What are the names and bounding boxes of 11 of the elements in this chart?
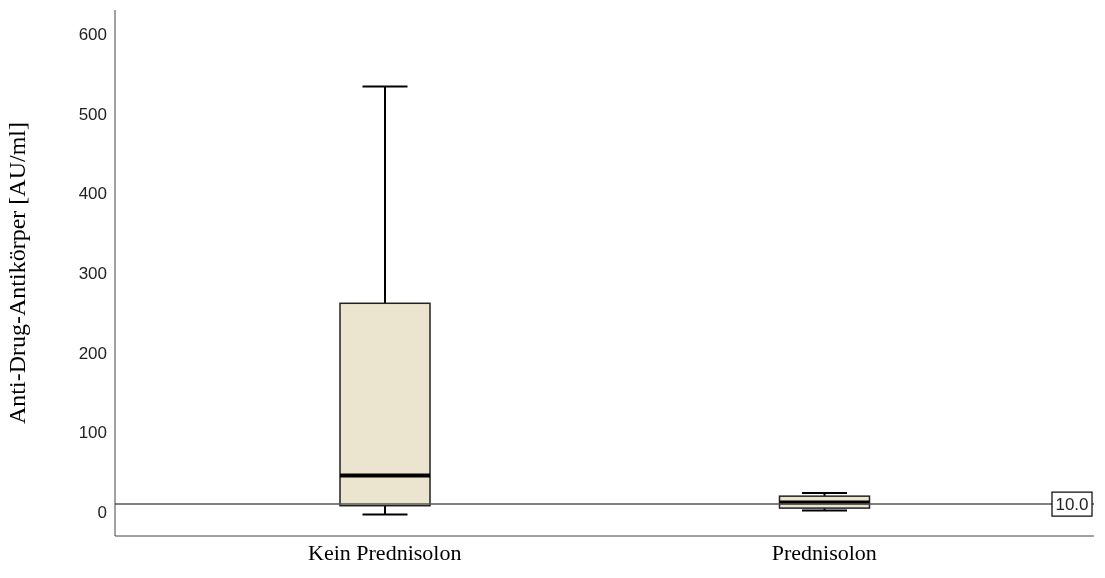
y-tick-label: 400	[78, 184, 107, 204]
y-tick-label: 500	[78, 104, 107, 124]
y-tick-label: 100	[78, 423, 107, 443]
x-tick-label: Kein Prednisolon	[308, 539, 462, 565]
y-tick-label: 0	[97, 503, 107, 523]
y-tick-label: 600	[78, 24, 107, 44]
x-tick-label: Prednisolon	[771, 539, 877, 565]
y-tick-label: 200	[78, 343, 107, 363]
y-axis-title: Anti-Drug-Antikörper [AU/ml]	[3, 122, 30, 424]
ref-line-label: 10.0	[1055, 495, 1089, 515]
y-tick-label: 300	[78, 264, 107, 284]
